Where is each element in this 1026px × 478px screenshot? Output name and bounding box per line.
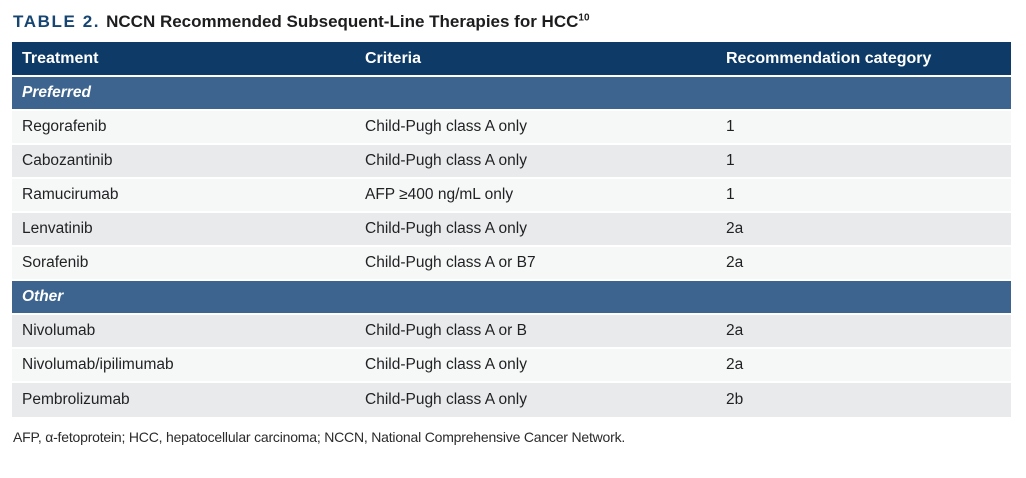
therapies-table: Treatment Criteria Recommendation catego… bbox=[12, 42, 1011, 417]
section-label: Other bbox=[22, 288, 64, 305]
table-title-label: TABLE 2. bbox=[13, 12, 101, 31]
table-body: Preferred Regorafenib Child-Pugh class A o… bbox=[12, 77, 1011, 417]
table-row: Sorafenib Child-Pugh class A or B7 2a bbox=[12, 247, 1011, 281]
column-header-recommendation-category: Recommendation category bbox=[726, 49, 932, 67]
column-header-treatment: Treatment bbox=[22, 49, 99, 67]
category-cell: 2a bbox=[726, 254, 744, 271]
criteria-cell: Child-Pugh class A only bbox=[365, 391, 527, 408]
criteria-cell: Child-Pugh class A only bbox=[365, 220, 527, 237]
category-cell: 2a bbox=[726, 356, 744, 373]
criteria-cell: Child-Pugh class A only bbox=[365, 356, 527, 373]
treatment-cell: Nivolumab bbox=[22, 322, 96, 339]
table-title: TABLE 2. NCCN Recommended Subsequent-Line… bbox=[13, 12, 590, 32]
table-header-row: Treatment Criteria Recommendation catego… bbox=[12, 42, 1011, 77]
table-row: Nivolumab/ipilimumab Child-Pugh class A o… bbox=[12, 349, 1011, 383]
footnote: AFP, α-fetoprotein; HCC, hepatocellular … bbox=[13, 429, 626, 445]
treatment-cell: Lenvatinib bbox=[22, 220, 93, 237]
section-label: Preferred bbox=[22, 84, 91, 101]
category-cell: 1 bbox=[726, 152, 735, 169]
criteria-cell: Child-Pugh class A only bbox=[365, 152, 527, 169]
criteria-cell: Child-Pugh class A or B bbox=[365, 322, 527, 339]
treatment-cell: Cabozantinib bbox=[22, 152, 113, 169]
table-row: Nivolumab Child-Pugh class A or B 2a bbox=[12, 315, 1011, 349]
table-row: Pembrolizumab Child-Pugh class A only 2b bbox=[12, 383, 1011, 417]
category-cell: 2b bbox=[726, 391, 744, 408]
category-cell: 2a bbox=[726, 322, 744, 339]
criteria-cell: Child-Pugh class A only bbox=[365, 118, 527, 135]
table-row: Regorafenib Child-Pugh class A only 1 bbox=[12, 111, 1011, 145]
table-row: Cabozantinib Child-Pugh class A only 1 bbox=[12, 145, 1011, 179]
treatment-cell: Pembrolizumab bbox=[22, 391, 130, 408]
criteria-cell: Child-Pugh class A or B7 bbox=[365, 254, 536, 271]
category-cell: 1 bbox=[726, 186, 735, 203]
table-title-text: NCCN Recommended Subsequent-Line Therapi… bbox=[106, 12, 579, 31]
category-cell: 1 bbox=[726, 118, 735, 135]
treatment-cell: Sorafenib bbox=[22, 254, 89, 271]
table-row: Lenvatinib Child-Pugh class A only 2a bbox=[12, 213, 1011, 247]
criteria-cell: AFP ≥400 ng/mL only bbox=[365, 186, 514, 203]
treatment-cell: Ramucirumab bbox=[22, 186, 119, 203]
treatment-cell: Regorafenib bbox=[22, 118, 107, 135]
treatment-cell: Nivolumab/ipilimumab bbox=[22, 356, 174, 373]
column-header-criteria: Criteria bbox=[365, 49, 422, 67]
table-title-citation: 10 bbox=[578, 12, 590, 24]
category-cell: 2a bbox=[726, 220, 744, 237]
section-row-other: Other bbox=[12, 281, 1011, 315]
table-row: Ramucirumab AFP ≥400 ng/mL only 1 bbox=[12, 179, 1011, 213]
section-row-preferred: Preferred bbox=[12, 77, 1011, 111]
